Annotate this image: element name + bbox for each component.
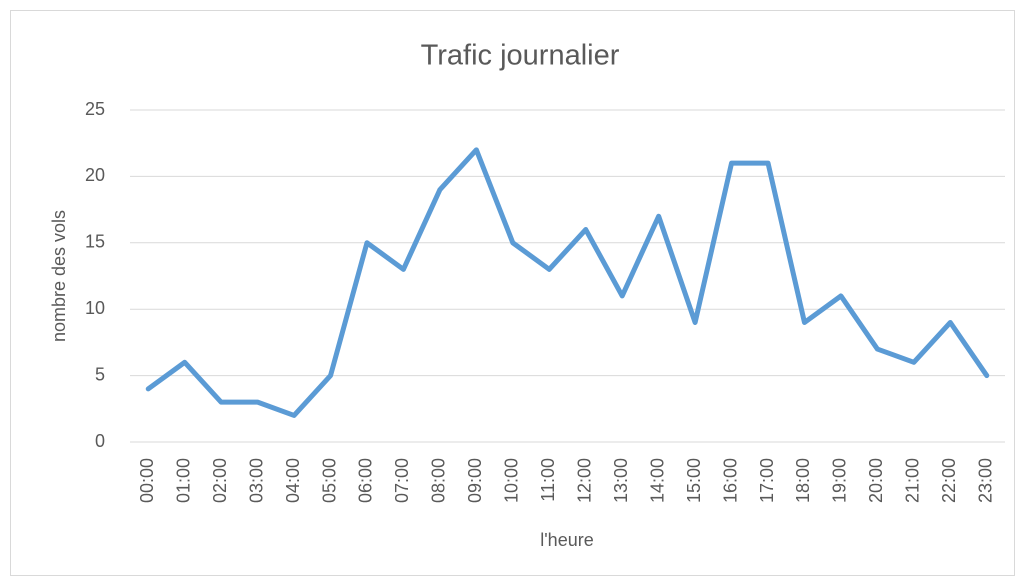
x-tick-label: 09:00: [465, 458, 485, 503]
x-tick-label: 04:00: [283, 458, 303, 503]
y-tick-label: 5: [95, 364, 105, 384]
x-tick-label: 08:00: [429, 458, 449, 503]
x-axis-label: l'heure: [540, 530, 593, 550]
x-tick-label: 05:00: [319, 458, 339, 503]
x-tick-label: 14:00: [647, 458, 667, 503]
x-tick-label: 23:00: [976, 458, 996, 503]
x-tick-label: 19:00: [830, 458, 850, 503]
y-tick-label: 15: [85, 232, 105, 252]
x-tick-label: 01:00: [173, 458, 193, 503]
y-tick-label: 25: [85, 99, 105, 119]
x-tick-label: 07:00: [392, 458, 412, 503]
chart-border: [10, 10, 1015, 576]
line-series: [145, 147, 990, 418]
x-tick-label: 15:00: [684, 458, 704, 503]
x-tick-label: 22:00: [939, 458, 959, 503]
x-tick-label: 12:00: [574, 458, 594, 503]
x-tick-label: 02:00: [210, 458, 230, 503]
x-tick-label: 13:00: [611, 458, 631, 503]
x-tick-label: 17:00: [757, 458, 777, 503]
x-tick-label: 11:00: [538, 458, 558, 502]
x-tick-label: 20:00: [866, 458, 886, 503]
x-tick-label: 16:00: [720, 458, 740, 503]
x-tick-label: 10:00: [502, 458, 522, 503]
y-tick-label: 0: [95, 431, 105, 451]
x-tick-label: 00:00: [137, 458, 157, 503]
x-tick-label: 21:00: [903, 458, 923, 503]
y-tick-label: 20: [85, 165, 105, 185]
y-axis-label: nombre des vols: [49, 210, 69, 342]
x-tick-label: 18:00: [793, 458, 813, 503]
y-tick-label: 10: [85, 298, 105, 318]
chart-title: Trafic journalier: [421, 40, 620, 72]
x-tick-label: 03:00: [246, 458, 266, 503]
x-tick-label: 06:00: [356, 458, 376, 503]
